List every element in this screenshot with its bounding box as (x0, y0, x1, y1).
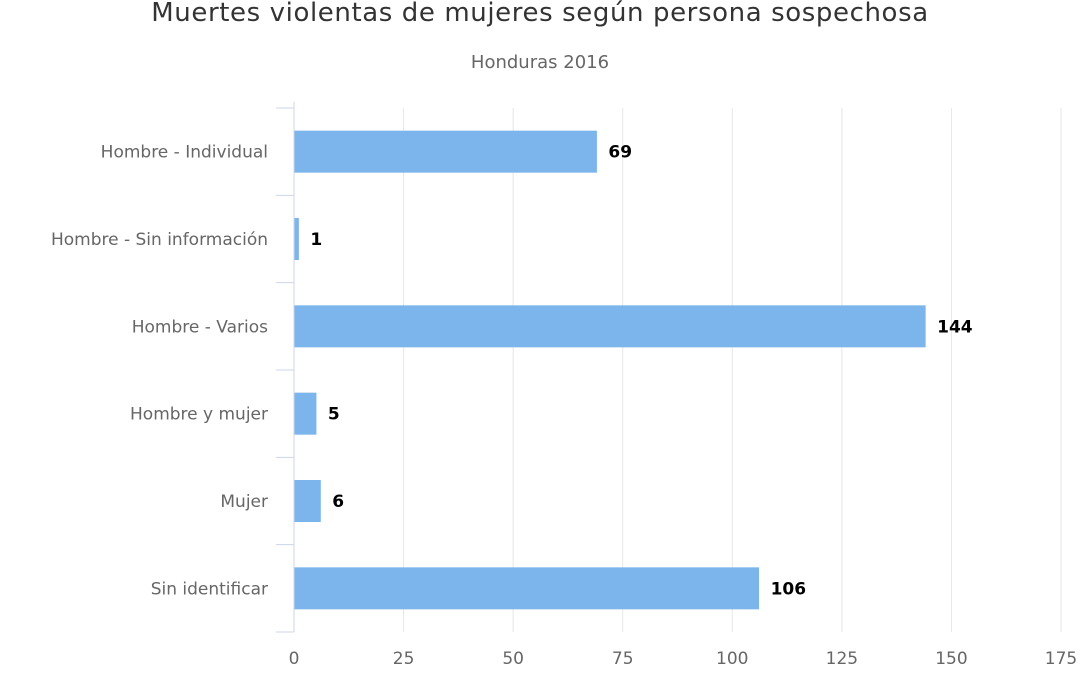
bar (294, 567, 760, 610)
chart-title: Muertes violentas de mujeres según perso… (151, 0, 929, 28)
data-label: 69 (608, 143, 632, 163)
bar (294, 218, 299, 260)
category-label: Hombre y mujer (130, 405, 268, 425)
chart-subtitle: Honduras 2016 (470, 52, 610, 73)
category-label: Hombre - Sin información (51, 230, 268, 250)
category-label: Hombre - Varios (132, 317, 268, 337)
bar (294, 305, 926, 348)
data-label: 106 (771, 579, 807, 599)
data-label: 6 (332, 492, 344, 512)
x-tick-label: 100 (716, 649, 748, 669)
x-tick-label: 175 (1045, 649, 1077, 669)
data-label: 5 (328, 405, 340, 425)
category-labels: Hombre - Individual Hombre - Sin informac… (51, 143, 268, 600)
value-axis-labels: 0 25 50 75 100 125 150 175 (289, 649, 1078, 669)
bar (294, 480, 321, 522)
x-tick-label: 50 (502, 649, 524, 669)
data-label: 1 (310, 230, 322, 250)
x-tick-label: 25 (393, 649, 415, 669)
data-label: 144 (937, 317, 973, 337)
x-tick-label: 125 (826, 649, 858, 669)
category-label: Hombre - Individual (101, 143, 268, 163)
bar (294, 130, 597, 173)
x-tick-label: 0 (289, 649, 300, 669)
x-tick-label: 75 (612, 649, 634, 669)
data-labels: 69 1 144 5 6 106 (310, 143, 972, 600)
bar (294, 392, 317, 435)
category-label: Mujer (220, 492, 268, 512)
gridlines (403, 108, 1062, 632)
x-tick-label: 150 (935, 649, 967, 669)
category-label: Sin identificar (151, 579, 268, 599)
category-axis (276, 102, 295, 633)
bars (294, 130, 926, 610)
